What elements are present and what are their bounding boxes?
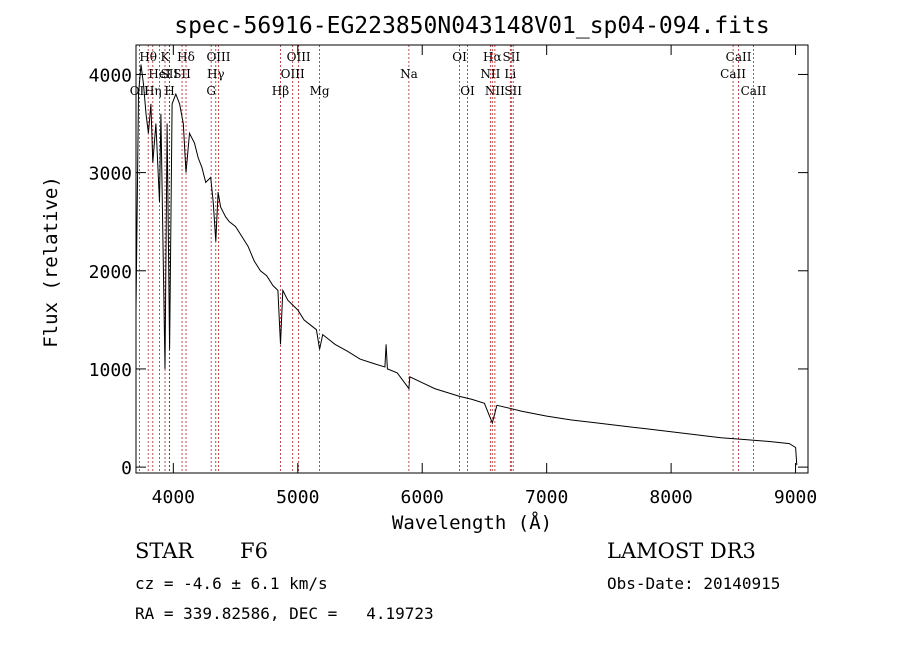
plot-frame: [135, 44, 809, 474]
chart-title: spec-56916-EG223850N043148V01_sp04-094.f…: [174, 13, 769, 39]
spectral-line-label: CaII: [726, 50, 752, 64]
y-tick-label: 2000: [89, 262, 132, 283]
y-tick-label: 3000: [89, 164, 132, 185]
coordinates-text: RA = 339.82586, DEC = 4.19723: [135, 604, 434, 623]
object-subclass: F6: [240, 539, 268, 563]
x-tick-label: 9000: [774, 487, 817, 508]
spectral-line-label: G: [206, 84, 216, 98]
spectrum-series-line: [135, 64, 798, 466]
axis-ticks: 4000 5000 6000 7000 8000 9000 0 1000 2000 3000 400…: [89, 45, 817, 508]
spectral-line-label: Hβ: [272, 84, 289, 98]
spectral-line-label: Hη: [144, 84, 162, 98]
object-class: STAR: [135, 539, 194, 563]
spectral-line-label: OIII: [281, 67, 305, 81]
spectral-line-label: OIII: [287, 50, 311, 64]
x-tick-label: 6000: [401, 487, 444, 508]
spectral-line-label: SII: [173, 67, 191, 81]
y-tick-label: 1000: [89, 360, 132, 381]
spectral-line-label: OI: [460, 84, 475, 98]
spectral-line-label: Hα: [483, 50, 502, 64]
spectral-line-label: CaII: [741, 84, 767, 98]
spectral-line-label: H: [164, 84, 174, 98]
spectral-line-label: NII: [485, 84, 505, 98]
spectral-line-label: SII: [502, 50, 520, 64]
spectral-line-label: OI: [452, 50, 467, 64]
x-tick-label: 7000: [525, 487, 568, 508]
spectral-line-label: Li: [504, 67, 516, 81]
spectral-line-label: Hθ: [139, 50, 157, 64]
spectral-line-label: NII: [480, 67, 500, 81]
redshift-text: cz = -4.6 ± 6.1 km/s: [135, 574, 328, 593]
spectral-line-label: K: [161, 50, 171, 64]
spectral-line-label: Na: [400, 67, 418, 81]
spectral-line-label: CaII: [720, 67, 746, 81]
x-tick-label: 5000: [276, 487, 319, 508]
spectral-line-label: Hδ: [177, 50, 195, 64]
spectral-line-label: SII: [504, 84, 522, 98]
spectral-line-label: Mg: [310, 84, 330, 98]
spectral-line-label: OIII: [206, 50, 230, 64]
x-tick-label: 4000: [152, 487, 195, 508]
x-axis-label: Wavelength (Å): [392, 511, 552, 534]
obs-date-text: Obs-Date: 20140915: [607, 574, 781, 593]
y-tick-label: 0: [121, 458, 132, 479]
x-tick-label: 8000: [649, 487, 692, 508]
survey-label: LAMOST DR3: [607, 539, 756, 563]
y-axis-label: Flux (relative): [40, 176, 62, 348]
spectral-line-label: Hγ: [207, 67, 225, 81]
y-tick-label: 4000: [89, 65, 132, 86]
